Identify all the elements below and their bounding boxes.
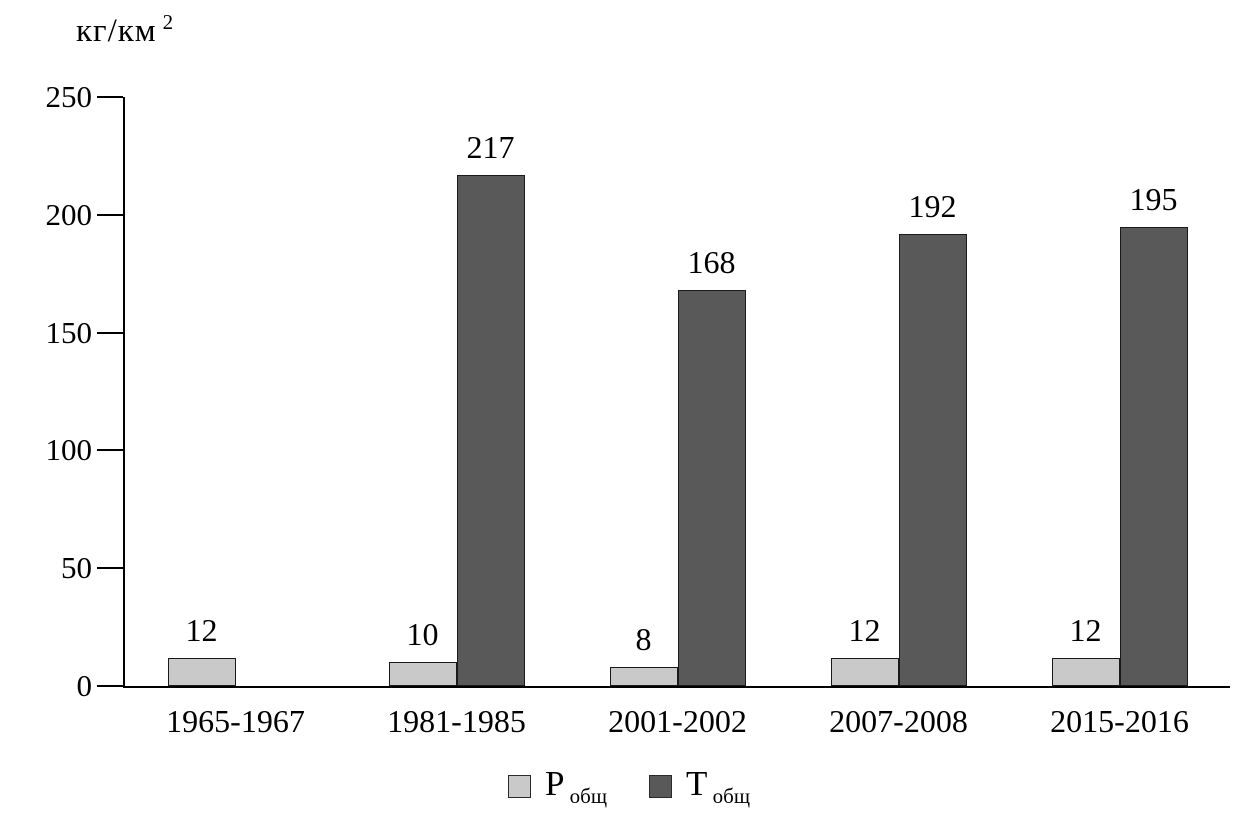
chart-legend: Р общ Т общ bbox=[0, 764, 1258, 809]
legend-label: Т общ bbox=[686, 764, 751, 808]
bar bbox=[167, 658, 236, 686]
bar-value-label: 12 bbox=[185, 612, 218, 648]
legend-swatch bbox=[649, 775, 673, 798]
x-axis-label: 1981-1985 bbox=[387, 703, 526, 739]
bar bbox=[830, 658, 899, 686]
bar-value-label: 12 bbox=[1069, 612, 1102, 648]
x-axis-line bbox=[123, 686, 1230, 688]
y-tick-label: 200 bbox=[45, 196, 93, 232]
y-axis-title-text: кг/км bbox=[76, 13, 157, 49]
y-tick-mark bbox=[97, 213, 123, 216]
bar bbox=[609, 667, 678, 686]
y-tick-mark bbox=[97, 331, 123, 334]
y-tick-label: 50 bbox=[61, 550, 92, 586]
x-axis-label: 1965-1967 bbox=[166, 703, 305, 739]
y-tick-label: 250 bbox=[45, 79, 93, 114]
bar-value-label: 12 bbox=[848, 612, 881, 648]
legend-label: Р общ bbox=[544, 764, 608, 808]
y-tick-mark bbox=[97, 685, 123, 687]
y-axis-title: кг/км 2 bbox=[76, 10, 174, 50]
bar-value-label: 10 bbox=[406, 616, 439, 652]
x-axis-label: 2015-2016 bbox=[1050, 703, 1189, 739]
bar-value-label: 217 bbox=[466, 129, 515, 165]
y-tick-mark bbox=[97, 96, 123, 98]
bar-value-label: 8 bbox=[635, 621, 652, 657]
bar bbox=[1051, 658, 1120, 686]
legend-item: Р общ bbox=[507, 764, 608, 809]
bar bbox=[898, 234, 967, 686]
x-axis-label: 2007-2008 bbox=[829, 703, 968, 739]
bar-value-label: 192 bbox=[908, 188, 957, 224]
bar-value-label: 168 bbox=[687, 244, 736, 280]
y-axis-title-exponent: 2 bbox=[162, 10, 175, 34]
legend-swatch bbox=[507, 775, 531, 798]
y-tick-mark bbox=[97, 449, 123, 452]
bar bbox=[677, 290, 746, 686]
bar bbox=[1119, 227, 1188, 686]
y-tick-label: 0 bbox=[76, 668, 93, 703]
y-tick-mark bbox=[97, 567, 123, 570]
y-tick-label: 150 bbox=[45, 314, 93, 350]
y-tick-label: 100 bbox=[45, 432, 93, 468]
legend-item: Т общ bbox=[649, 764, 750, 809]
x-axis-label: 2001-2002 bbox=[608, 703, 747, 739]
y-axis-line bbox=[123, 97, 125, 688]
bar bbox=[388, 662, 457, 686]
bar-value-label: 195 bbox=[1129, 181, 1178, 217]
bar bbox=[456, 175, 525, 686]
